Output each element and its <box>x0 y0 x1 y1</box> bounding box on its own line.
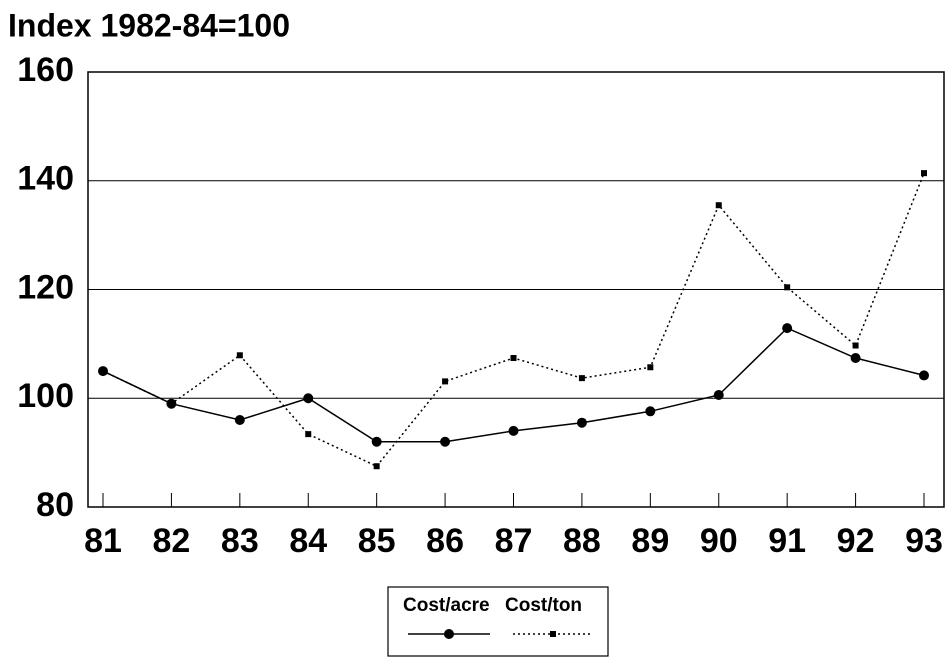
x-tick-label: 90 <box>700 522 738 560</box>
x-tick-label: 85 <box>358 522 396 560</box>
y-tick-label: 120 <box>17 268 74 306</box>
point <box>645 406 656 417</box>
x-tick-label: 82 <box>153 522 191 560</box>
point <box>508 425 519 436</box>
x-tick-label: 87 <box>495 522 533 560</box>
point <box>713 389 724 400</box>
point <box>715 202 722 209</box>
point <box>921 170 927 177</box>
point <box>373 463 380 470</box>
legend-label: Cost/acre <box>403 595 490 616</box>
legend-box <box>387 586 609 657</box>
x-tick-label: 88 <box>563 522 601 560</box>
point <box>919 370 929 381</box>
point <box>168 400 175 407</box>
point <box>647 364 654 371</box>
point <box>236 352 243 359</box>
y-tick-label: 140 <box>17 160 74 198</box>
point <box>578 375 585 382</box>
x-tick-label: 92 <box>837 522 875 560</box>
point <box>440 436 451 447</box>
point <box>510 355 517 362</box>
y-tick-label: 80 <box>36 486 74 524</box>
x-tick-label: 81 <box>84 522 122 560</box>
y-tick-label: 160 <box>17 51 74 89</box>
x-tick-label: 89 <box>631 522 669 560</box>
point <box>576 417 587 428</box>
x-tick-label: 83 <box>221 522 259 560</box>
legend-marker <box>444 629 454 639</box>
point <box>784 284 791 291</box>
x-tick-label: 86 <box>426 522 464 560</box>
point <box>100 368 106 375</box>
series-line <box>102 327 925 443</box>
legend-marker <box>550 631 556 637</box>
series-line <box>102 172 925 468</box>
x-tick-label: 84 <box>289 522 327 560</box>
point <box>371 436 382 447</box>
legend-label: Cost/ton <box>505 595 582 616</box>
x-tick-label: 91 <box>768 522 806 560</box>
point <box>782 323 793 334</box>
point <box>303 393 314 404</box>
x-tick-label: 93 <box>905 522 943 560</box>
y-tick-label: 100 <box>17 377 74 415</box>
point <box>234 415 245 425</box>
point <box>305 431 312 438</box>
point <box>852 342 859 349</box>
chart-title: Index 1982-84=100 <box>8 7 290 43</box>
point <box>850 353 861 364</box>
point <box>442 378 449 385</box>
